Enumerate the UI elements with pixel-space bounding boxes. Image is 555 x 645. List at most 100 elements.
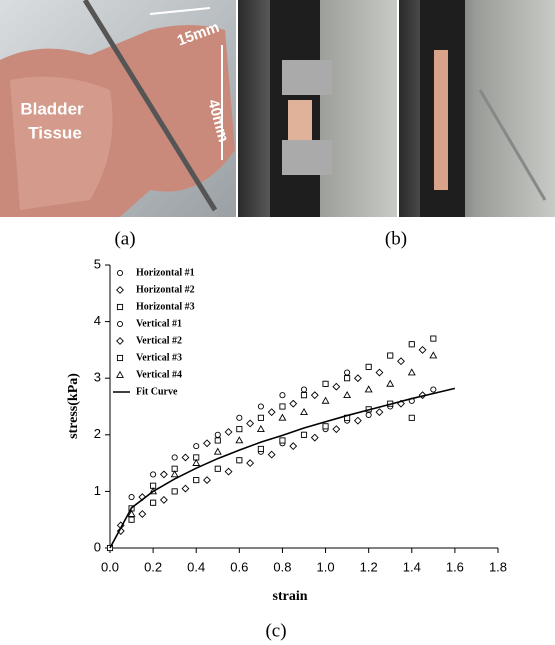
chart: strain stress(kPa) 0.00.20.40.60.81.01.2… xyxy=(66,256,507,604)
data-point xyxy=(301,409,307,415)
data-point xyxy=(409,415,414,420)
data-point xyxy=(290,400,297,407)
legend-label: Vertical #1 xyxy=(136,318,182,329)
y-axis-label: stress(kPa) xyxy=(66,373,81,439)
legend-swatch xyxy=(117,355,122,360)
data-point xyxy=(322,398,328,404)
legend-label: Horizontal #1 xyxy=(136,267,195,278)
data-point xyxy=(409,342,414,347)
x-tick-label: 1.2 xyxy=(360,559,378,574)
data-point xyxy=(366,412,371,417)
x-tick-label: 1.6 xyxy=(446,559,464,574)
x-tick-label: 0.8 xyxy=(273,559,291,574)
fit-curve xyxy=(110,388,455,548)
data-point xyxy=(194,477,199,482)
legend-swatch xyxy=(117,338,124,345)
legend-swatch xyxy=(117,270,122,275)
x-tick-label: 0.6 xyxy=(230,559,248,574)
data-point xyxy=(355,375,362,382)
data-point xyxy=(376,409,383,416)
legend-swatch xyxy=(117,304,122,309)
data-point xyxy=(409,369,415,375)
annotation: Bladder xyxy=(20,99,84,118)
data-point xyxy=(215,448,221,454)
panel-label: (b) xyxy=(385,228,407,249)
data-point xyxy=(193,460,199,466)
data-point xyxy=(388,353,393,358)
legend-label: Vertical #2 xyxy=(136,335,182,346)
data-point xyxy=(333,426,340,433)
data-point xyxy=(258,404,263,409)
data-point xyxy=(345,376,350,381)
data-point xyxy=(290,443,297,450)
y-tick-label: 5 xyxy=(94,256,101,271)
data-point xyxy=(161,471,168,478)
x-tick-label: 1.4 xyxy=(403,559,421,574)
data-point xyxy=(129,517,134,522)
annotation: Tissue xyxy=(28,123,82,142)
y-tick-label: 1 xyxy=(94,483,101,498)
data-point xyxy=(182,454,189,461)
legend-label: Horizontal #2 xyxy=(136,284,195,295)
data-point xyxy=(237,458,242,463)
data-point xyxy=(323,424,328,429)
data-point xyxy=(301,432,306,437)
data-point xyxy=(280,393,285,398)
y-tick-label: 2 xyxy=(94,426,101,441)
y-tick-label: 0 xyxy=(94,539,101,554)
data-point xyxy=(268,409,275,416)
data-point xyxy=(430,352,436,358)
data-point xyxy=(215,438,220,443)
data-point xyxy=(204,477,211,484)
data-point xyxy=(345,370,350,375)
data-point xyxy=(268,451,275,458)
figure: 15mm 40mm Bladder Tissue (a) (b) (c) str… xyxy=(0,0,555,645)
data-point xyxy=(237,427,242,432)
data-point xyxy=(151,500,156,505)
y-tick-label: 4 xyxy=(94,313,101,328)
data-point xyxy=(431,336,436,341)
data-point xyxy=(311,434,318,441)
data-point xyxy=(225,429,232,436)
data-point xyxy=(182,485,189,492)
panel-label: (c) xyxy=(265,620,286,641)
legend-swatch xyxy=(117,321,122,326)
data-point xyxy=(237,415,242,420)
x-tick-label: 0.2 xyxy=(144,559,162,574)
x-tick-label: 1.8 xyxy=(489,559,507,574)
data-point xyxy=(301,387,306,392)
legend-label: Vertical #4 xyxy=(136,369,182,380)
data-point xyxy=(280,438,285,443)
data-point xyxy=(194,444,199,449)
data-point xyxy=(172,489,177,494)
data-point xyxy=(365,386,371,392)
x-tick-label: 1.0 xyxy=(317,559,335,574)
data-point xyxy=(398,358,405,365)
data-point xyxy=(344,392,350,398)
data-point xyxy=(279,415,285,421)
legend-label: Fit Curve xyxy=(136,386,178,397)
data-point xyxy=(376,369,383,376)
data-point xyxy=(387,381,393,387)
data-point xyxy=(258,446,263,451)
data-point xyxy=(225,468,232,475)
data-point xyxy=(323,381,328,386)
data-point xyxy=(366,364,371,369)
data-point xyxy=(431,387,436,392)
data-point xyxy=(247,460,254,467)
data-point xyxy=(204,440,211,447)
data-point xyxy=(172,455,177,460)
data-point xyxy=(258,415,263,420)
data-point xyxy=(311,392,318,399)
data-point xyxy=(355,417,362,424)
data-point xyxy=(139,511,146,518)
data-point xyxy=(129,494,134,499)
data-point xyxy=(280,404,285,409)
legend-label: Vertical #3 xyxy=(136,352,182,363)
data-point xyxy=(419,347,426,354)
legend-swatch xyxy=(117,287,124,294)
data-point xyxy=(247,420,254,427)
legend-swatch xyxy=(117,372,123,378)
data-point xyxy=(151,472,156,477)
data-point xyxy=(215,432,220,437)
